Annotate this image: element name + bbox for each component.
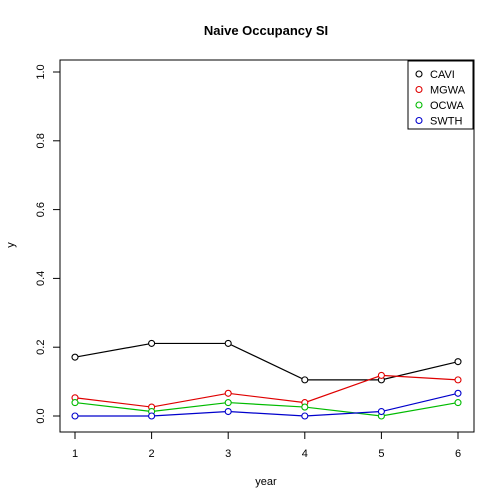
x-tick-label: 3 <box>225 448 231 460</box>
x-tick-label: 5 <box>378 448 384 460</box>
series-layer <box>71 339 462 420</box>
series-line <box>74 342 459 381</box>
y-tick-label: 0.0 <box>35 408 47 423</box>
data-point <box>454 389 462 397</box>
data-point <box>224 399 232 407</box>
series-line <box>74 374 459 408</box>
x-tick-label: 2 <box>149 448 155 460</box>
data-point <box>148 339 156 347</box>
x-axis: 1 2 3 4 5 6 <box>72 431 461 460</box>
data-point <box>71 412 79 420</box>
y-tick-label: 0.6 <box>35 202 47 217</box>
y-tick-label: 1.0 <box>35 64 47 79</box>
data-point <box>224 407 232 416</box>
y-tick-label: 0.2 <box>35 340 47 355</box>
chart-title: Naive Occupancy SI <box>204 23 328 38</box>
data-point <box>377 407 385 416</box>
data-point <box>71 353 79 361</box>
x-tick-label: 4 <box>302 448 308 460</box>
data-point <box>71 399 79 407</box>
legend-label: MGWA <box>430 85 466 97</box>
legend-label: OCWA <box>430 100 464 112</box>
y-tick-label: 0.4 <box>35 271 47 286</box>
x-tick-label: 6 <box>455 448 461 460</box>
legend-marker <box>415 70 423 78</box>
y-tick-label: 0.8 <box>35 133 47 148</box>
series-line <box>74 401 459 417</box>
data-point <box>224 339 232 347</box>
data-point <box>224 389 232 397</box>
legend-marker <box>415 85 423 94</box>
data-point <box>301 412 309 420</box>
data-point <box>377 371 385 379</box>
series-swth <box>71 389 462 420</box>
data-point <box>301 403 309 411</box>
y-axis: 0.0 0.2 0.4 0.6 0.8 1.0 <box>35 64 61 424</box>
x-tick-label: 1 <box>72 448 78 460</box>
legend-marker <box>415 101 423 109</box>
legend-label: CAVI <box>430 69 455 81</box>
data-point <box>454 399 462 407</box>
legend-marker <box>415 116 423 125</box>
data-point <box>454 376 462 384</box>
data-point <box>454 358 462 366</box>
x-axis-label: year <box>255 476 277 488</box>
series-line <box>75 392 459 417</box>
legend: CAVI MGWA OCWA SWTH <box>407 60 474 130</box>
data-point <box>148 412 156 420</box>
y-axis-label: y <box>5 242 17 248</box>
data-point <box>301 376 309 384</box>
series-mgwa <box>71 371 462 411</box>
legend-label: SWTH <box>430 116 462 128</box>
